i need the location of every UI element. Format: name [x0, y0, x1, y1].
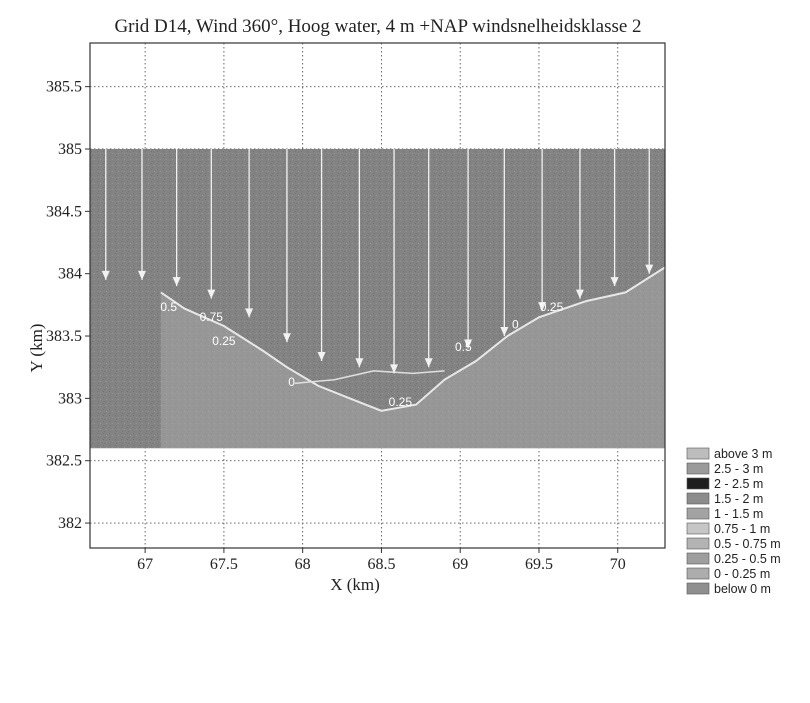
contour-label: 0 [512, 318, 519, 332]
wave-vector-head [610, 277, 619, 287]
legend-label: 0.5 - 0.75 m [714, 537, 781, 551]
y-tick-label: 382.5 [46, 453, 82, 470]
legend-swatch [686, 507, 710, 520]
legend: above 3 m2.5 - 3 m2 - 2.5 m1.5 - 2 m1 - … [686, 447, 781, 596]
y-axis-ticks: 382 382.5 383 383.5 384 384.5 385 385.5 [46, 79, 90, 532]
legend-swatch [686, 447, 710, 460]
plot-frame [89, 42, 666, 549]
wave-vector-head [317, 351, 326, 361]
wave-vector-head [645, 264, 654, 274]
x-tick-label: 68 [295, 556, 311, 573]
legend-label: 1 - 1.5 m [714, 507, 763, 521]
legend-swatch [686, 552, 710, 565]
contour-label: 0.5 [160, 300, 177, 314]
x-tick-label: 69.5 [525, 556, 553, 573]
y-tick-label: 384.5 [46, 203, 82, 220]
wave-vector-head [207, 289, 216, 299]
contour-label: 0.25 [389, 395, 413, 409]
legend-swatch [686, 477, 710, 490]
contour-label: 0.25 [540, 300, 564, 314]
y-tick-label: 384 [58, 266, 82, 283]
wave-vector-head [464, 339, 473, 349]
wave-height-texture [90, 148, 665, 449]
wave-direction-vectors [101, 148, 654, 374]
wave-vector-head [538, 302, 547, 312]
wave-vector-head [137, 270, 146, 280]
legend-swatch [686, 462, 710, 475]
chart-title: Grid D14, Wind 360°, Hoog water, 4 m +NA… [114, 16, 641, 37]
wave-vector-head [500, 327, 509, 337]
y-tick-label: 385 [58, 141, 82, 158]
legend-swatch [686, 537, 710, 550]
wave-vector-head [355, 358, 364, 368]
wave-vector-head [172, 277, 181, 287]
legend-label: 0.75 - 1 m [714, 522, 770, 536]
wave-vector-head [575, 289, 584, 299]
contour-label: 0.25 [212, 334, 236, 348]
legend-swatch [686, 582, 710, 595]
legend-label: 0 - 0.25 m [714, 567, 770, 581]
y-tick-label: 383.5 [46, 328, 82, 345]
legend-label: below 0 m [714, 582, 771, 596]
x-tick-label: 68.5 [367, 556, 395, 573]
y-tick-label: 385.5 [46, 79, 82, 96]
contour-label: 0 [288, 375, 295, 389]
legend-swatch [686, 567, 710, 580]
wave-vector-head [390, 364, 399, 374]
secondary-contour [294, 370, 445, 385]
land-area [160, 267, 665, 449]
legend-label: 2.5 - 3 m [714, 462, 763, 476]
wave-vector-head [424, 358, 433, 368]
shoreline-contour [160, 266, 666, 412]
legend-swatch [686, 522, 710, 535]
y-tick-label: 383 [58, 390, 82, 407]
y-tick-label: 382 [58, 515, 82, 532]
wave-vector-head [101, 270, 110, 280]
legend-swatch [686, 492, 710, 505]
x-tick-label: 70 [610, 556, 626, 573]
contour-labels: 0.5 0.75 0.25 0 0.25 0.5 0 0.25 [160, 300, 563, 409]
x-tick-label: 69 [452, 556, 468, 573]
y-axis-label: Y (km) [27, 324, 46, 373]
x-tick-label: 67 [137, 556, 153, 573]
contour-label: 0.5 [455, 340, 472, 354]
x-tick-label: 67.5 [210, 556, 238, 573]
legend-label: 0.25 - 0.5 m [714, 552, 781, 566]
x-axis-ticks: 67 67.5 68 68.5 69 69.5 70 [137, 548, 626, 573]
wave-vector-head [282, 333, 291, 343]
x-axis-label: X (km) [330, 575, 380, 594]
wave-vector-head [245, 308, 254, 318]
legend-label: 2 - 2.5 m [714, 477, 763, 491]
legend-label: 1.5 - 2 m [714, 492, 763, 506]
contour-label: 0.75 [200, 310, 224, 324]
legend-label: above 3 m [714, 447, 772, 461]
